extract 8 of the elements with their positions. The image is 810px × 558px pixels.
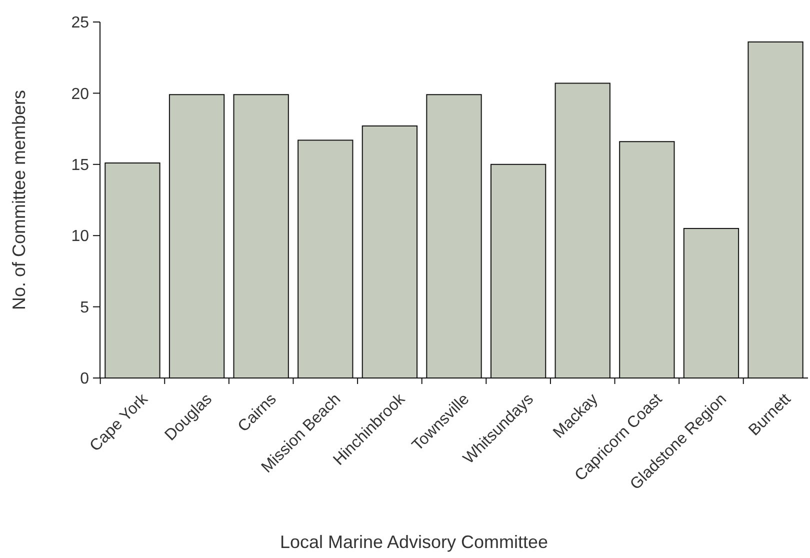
- y-tick-label: 20: [71, 86, 90, 103]
- y-tick-label: 5: [80, 299, 90, 316]
- y-tick-label: 25: [71, 14, 90, 32]
- y-tick-label: 15: [71, 157, 90, 174]
- y-tick-label: 0: [80, 370, 90, 388]
- x-axis-title: Local Marine Advisory Committee: [280, 532, 548, 552]
- y-axis-title: No. of Committee members: [9, 90, 29, 310]
- y-tick-label: 10: [71, 228, 90, 246]
